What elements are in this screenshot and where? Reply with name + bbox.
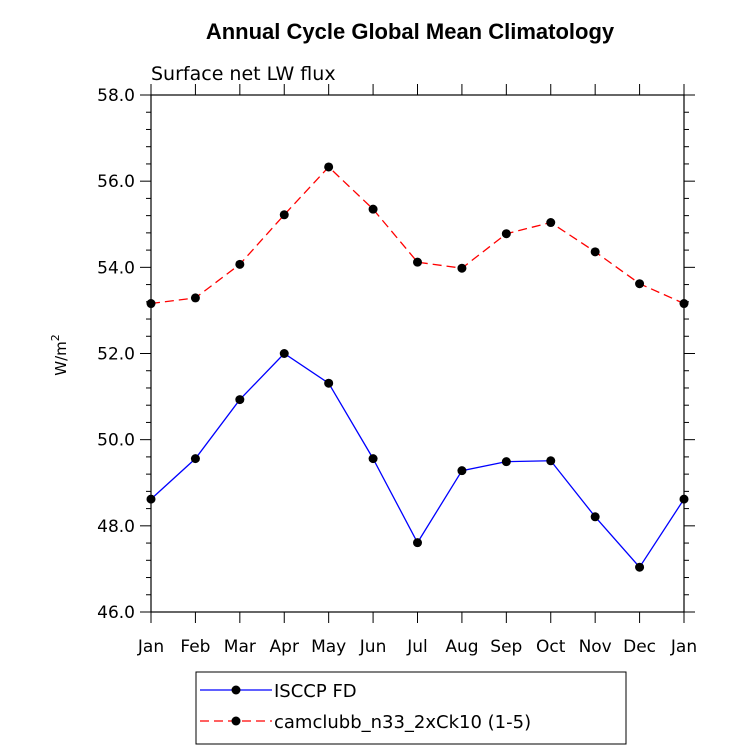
x-tick-label: Sep [490, 637, 522, 657]
axis-ticks [140, 84, 695, 623]
data-point [368, 204, 378, 214]
x-tick-label: Apr [270, 637, 299, 657]
legend-marker [231, 685, 241, 695]
x-tick-label: Nov [579, 637, 612, 657]
data-point [457, 466, 467, 476]
y-tick-label: 50.0 [97, 431, 135, 451]
x-tick-label: Jan [137, 637, 164, 657]
data-point [279, 210, 289, 220]
legend-label: camclubb_n33_2xCk10 (1-5) [274, 712, 531, 733]
legend-marker [231, 716, 241, 726]
x-tick-label: Dec [623, 637, 656, 657]
series-line [150, 166, 685, 305]
plot-frame [150, 94, 685, 613]
legend-label: ISCCP FD [274, 681, 357, 702]
x-tick-label: Mar [224, 637, 256, 657]
data-point [590, 512, 600, 522]
y-axis-label: W/m2 [49, 334, 70, 376]
y-tick-label: 54.0 [97, 258, 135, 278]
x-tick-labels: Jan Feb Mar Apr May Jun Jul Aug Sep Oct Nov Dec Jan [137, 637, 697, 657]
data-point [501, 229, 511, 239]
data-point [279, 349, 289, 358]
series-line [150, 352, 685, 569]
data-point [413, 257, 422, 267]
data-point [235, 259, 245, 269]
y-tick-label: 46.0 [97, 603, 135, 623]
x-tick-label: Aug [445, 637, 478, 657]
y-tick-labels: 46.0 48.0 50.0 52.0 54.0 56.0 58.0 [97, 86, 135, 623]
data-point [590, 247, 600, 257]
legend-box [195, 671, 627, 745]
y-tick-label: 58.0 [97, 86, 135, 106]
data-point [190, 454, 200, 464]
x-tick-label: Jan [670, 637, 697, 657]
x-tick-label: Jul [406, 637, 428, 657]
legend: ISCCP FD camclubb_n33_2xCk10 (1-5) [195, 671, 627, 745]
y-tick-label: 56.0 [97, 172, 135, 192]
data-point [190, 293, 200, 303]
x-tick-label: Oct [536, 637, 566, 657]
chart-subtitle: Surface net LW flux [151, 63, 336, 85]
y-tick-label: 52.0 [97, 345, 135, 365]
data-point [368, 454, 378, 464]
data-point [324, 162, 334, 172]
data-point [457, 263, 467, 273]
data-point [635, 279, 645, 289]
data-point [546, 218, 556, 228]
y-tick-label: 48.0 [97, 517, 135, 537]
data-point [546, 456, 556, 466]
chart-title: Annual Cycle Global Mean Climatology [206, 19, 615, 44]
data-point [324, 378, 334, 388]
series-layer [146, 162, 689, 572]
data-point [235, 395, 245, 405]
x-tick-label: May [311, 637, 346, 657]
data-point [501, 457, 511, 467]
data-point [413, 538, 422, 548]
x-tick-label: Feb [180, 637, 210, 657]
x-tick-label: Jun [359, 637, 387, 657]
data-point [635, 562, 645, 572]
